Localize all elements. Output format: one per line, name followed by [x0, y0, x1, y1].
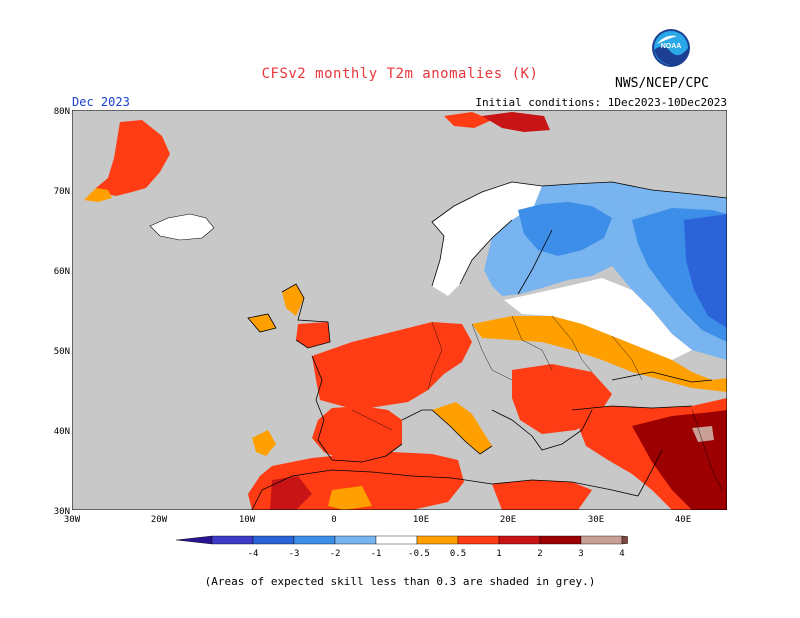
chart-title: CFSv2 monthly T2m anomalies (K)	[261, 66, 539, 82]
lon-label: 30W	[64, 515, 81, 525]
iberia-warm-region	[312, 406, 402, 462]
colorbar-min-arrow	[176, 535, 213, 545]
noaa-logo: NOAA	[651, 28, 691, 68]
latitude-axis: 80N 70N 60N 50N 40N 30N	[54, 107, 70, 516]
norway-white-region	[432, 182, 542, 296]
ireland-orange-region	[248, 314, 276, 332]
colorbar-segment	[580, 535, 623, 545]
baltic-white-region	[504, 278, 692, 360]
colorbar-segment	[293, 535, 336, 545]
france-warm-region	[312, 322, 472, 410]
colorbar-label: -4	[248, 549, 259, 559]
colorbar-segment	[498, 535, 541, 545]
colorbar-max-arrow	[621, 535, 628, 545]
morocco-hot-region	[270, 476, 312, 510]
lat-label: 40N	[54, 427, 70, 437]
colorbar-label: -1	[371, 549, 382, 559]
colorbar-label: 3	[578, 549, 583, 559]
svalbard-warm-region	[444, 112, 492, 128]
england-warm-region	[296, 322, 330, 348]
coastlines	[247, 181, 727, 510]
lon-label: 10E	[413, 515, 429, 525]
finland-blue-region	[518, 202, 612, 256]
colorbar-label: 2	[537, 549, 542, 559]
middle-east-extreme-region	[692, 426, 714, 442]
colorbar-segment	[375, 535, 418, 545]
initial-conditions-label: Initial conditions: 1Dec2023-10Dec2023	[475, 96, 727, 109]
anomaly-map	[72, 110, 727, 510]
algeria-orange-region	[328, 486, 372, 510]
longitude-axis: 30W 20W 10W 0 10E 20E 30E 40E	[64, 515, 691, 525]
greenland-orange-region	[84, 188, 112, 202]
lat-label: 70N	[54, 187, 70, 197]
svg-text:NOAA: NOAA	[661, 43, 682, 50]
colorbar-label: -2	[330, 549, 341, 559]
libya-warm-region	[492, 480, 592, 510]
colorbar-segment	[211, 535, 254, 545]
lat-label: 80N	[54, 107, 70, 117]
greenland-warm-region	[96, 120, 170, 200]
colorbar-label: 4	[619, 549, 624, 559]
lon-label: 20E	[500, 515, 516, 525]
lat-label: 50N	[54, 347, 70, 357]
colorbar-segment	[334, 535, 377, 545]
colorbar-label: -3	[289, 549, 300, 559]
lon-label: 10W	[239, 515, 256, 525]
lon-label: 20W	[151, 515, 168, 525]
italy-orange-region	[432, 402, 492, 454]
colorbar-segment	[457, 535, 500, 545]
colorbar-label: 0.5	[450, 549, 466, 559]
colorbar-label: 1	[496, 549, 501, 559]
colorbar-segment	[539, 535, 582, 545]
russia-deepblue-region	[684, 214, 727, 328]
portugal-orange-region	[252, 430, 276, 456]
organization-label: NWS/NCEP/CPC	[615, 76, 709, 91]
valid-month-label: Dec 2023	[72, 95, 130, 109]
lon-label: 40E	[675, 515, 691, 525]
barents-warm-region	[482, 112, 550, 132]
lon-label: 0	[331, 515, 336, 525]
colorbar-label: -0.5	[408, 549, 430, 559]
lat-label: 60N	[54, 267, 70, 277]
colorbar-segment	[252, 535, 295, 545]
colorbar: -4 -3 -2 -1 -0.5 0.5 1 2 3 4	[176, 535, 628, 559]
colorbar-segment	[416, 535, 459, 545]
footnote: (Areas of expected skill less than 0.3 a…	[204, 575, 596, 588]
scotland-orange-region	[282, 284, 304, 316]
lon-label: 30E	[588, 515, 604, 525]
country-borders	[351, 315, 723, 491]
lat-label: 30N	[54, 507, 70, 516]
central-europe-orange-region	[472, 316, 727, 392]
iceland-region	[149, 213, 215, 241]
